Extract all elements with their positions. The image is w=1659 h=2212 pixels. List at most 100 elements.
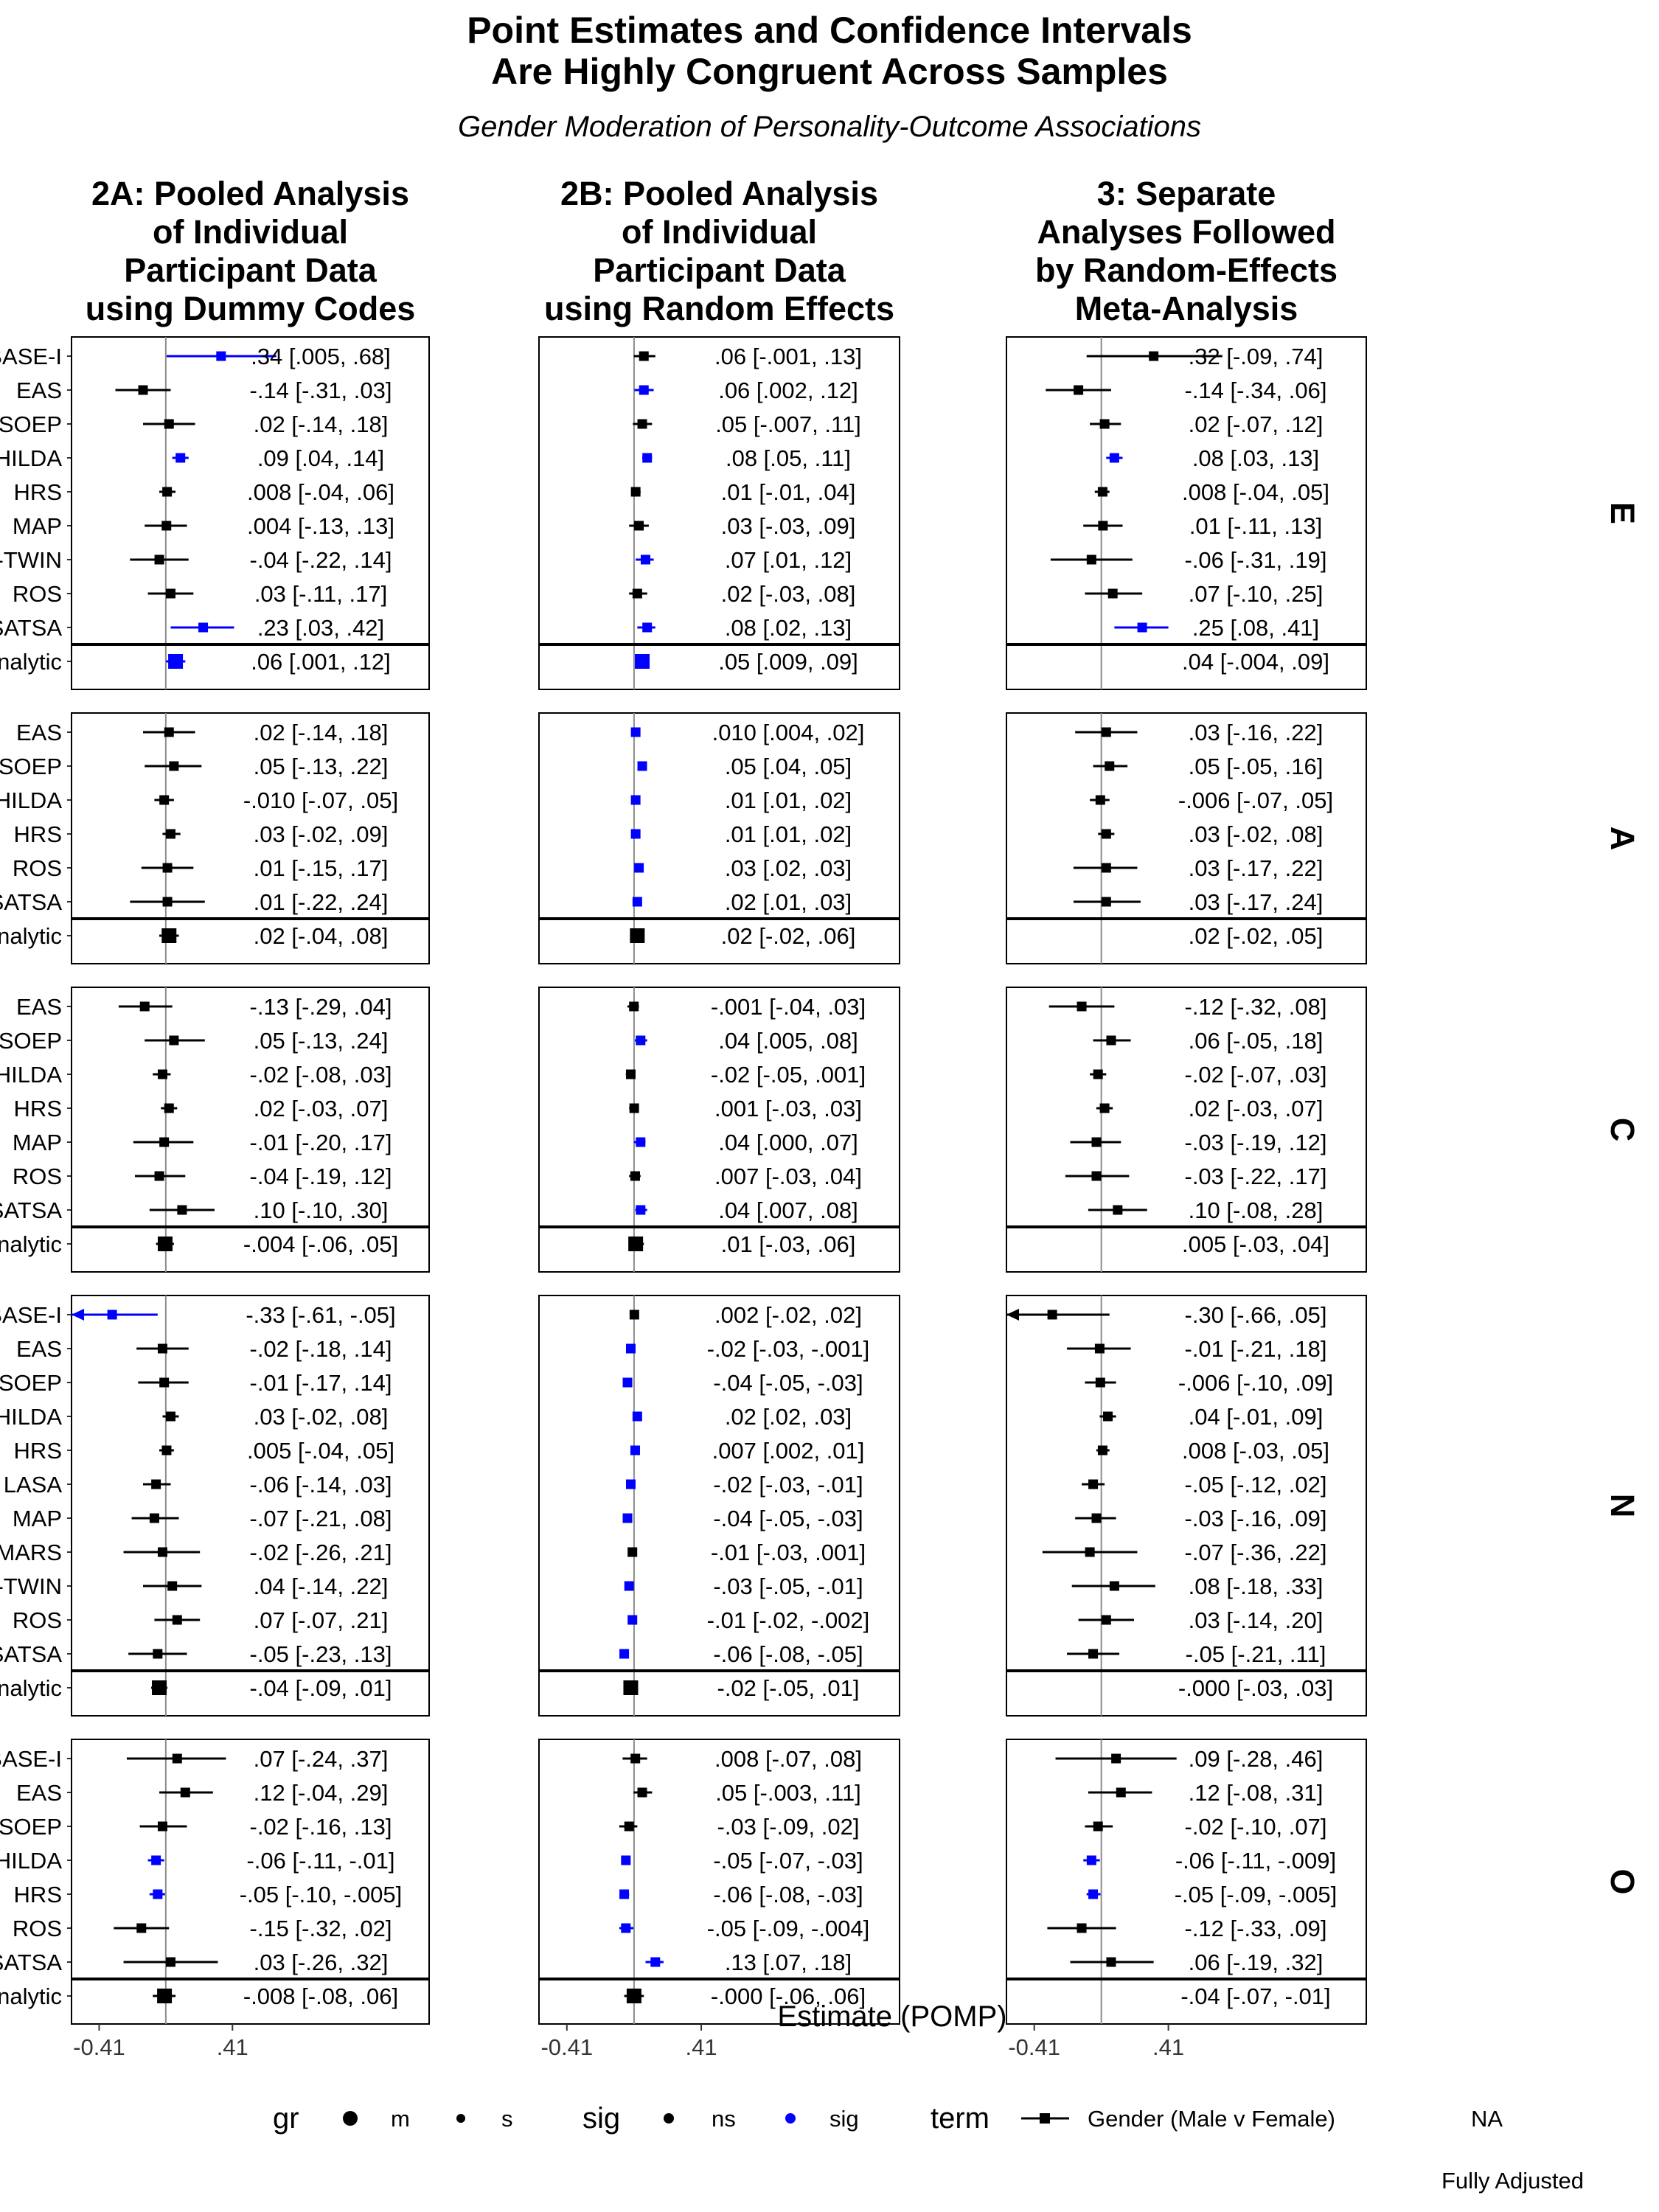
point-estimate: [636, 1137, 646, 1147]
point-estimate: [629, 1310, 639, 1320]
estimate-label: .02 [-.07, .12]: [1189, 411, 1324, 437]
panel-O-2B: .008 [-.07, .08] .05 [-.003, .11] -.03 [-.…: [538, 1739, 900, 2025]
estimate-label: -.04 [-.05, -.03]: [713, 1370, 863, 1396]
estimate-label: .007 [-.03, .04]: [714, 1164, 862, 1189]
panel-N-3: -.30 [-.66, .05] -.01 [-.21, .18] -.006 [-…: [1006, 1295, 1367, 1717]
panel-frame: [538, 987, 900, 1273]
column-title-3-line-4: Meta-Analysis: [1075, 290, 1298, 327]
panel-frame: [71, 712, 430, 964]
panel-O-3: .09 [-.28, .46] .12 [-.08, .31] -.02 [-.10…: [1006, 1739, 1367, 2025]
estimate-label: .03 [-.14, .20]: [1189, 1607, 1324, 1633]
estimate-label: .03 [.02, .03]: [725, 855, 852, 881]
point-estimate: [1113, 1205, 1123, 1215]
study-label: OCTO-TWIN: [0, 1573, 62, 1599]
estimate-label: .10 [-.08, .28]: [1189, 1197, 1324, 1223]
study-label: MAP: [13, 1130, 62, 1155]
estimate-label: -.12 [-.33, .09]: [1185, 1916, 1327, 1941]
study-label: HILDA: [0, 787, 62, 813]
point-estimate: [1077, 1923, 1087, 1933]
panel-frame: [1006, 987, 1367, 1273]
estimate-label: .002 [-.02, .02]: [714, 1302, 862, 1328]
panel-frame: [538, 1739, 900, 2025]
point-estimate: [157, 1237, 173, 1251]
estimate-label: -.02 [-.16, .13]: [250, 1814, 392, 1840]
estimate-label: -.04 [-.05, -.03]: [713, 1506, 863, 1531]
estimate-label: -.06 [-.08, -.05]: [713, 1641, 863, 1667]
estimate-label: .05 [.009, .09]: [718, 649, 858, 675]
estimate-label: .08 [-.18, .33]: [1189, 1573, 1324, 1599]
estimate-label: .03 [-.11, .17]: [254, 581, 387, 607]
estimate-label: .02 [-.03, .07]: [1189, 1096, 1324, 1121]
point-estimate: [625, 1343, 636, 1354]
point-estimate: [637, 419, 647, 429]
study-label: ROS: [13, 1164, 62, 1189]
point-estimate: [138, 385, 148, 395]
point-estimate: [175, 453, 186, 463]
x-axis-title: Estimate (POMP): [777, 2000, 1006, 2033]
estimate-label: .03 [-.02, .08]: [1189, 821, 1324, 847]
point-estimate: [162, 897, 173, 907]
estimate-label: .01 [-.22, .24]: [254, 889, 389, 915]
point-estimate: [157, 1547, 167, 1557]
panel-N-2B: .002 [-.02, .02] -.02 [-.03, -.001] -.04 […: [538, 1295, 900, 1717]
estimate-label: .25 [.08, .41]: [1192, 615, 1319, 641]
caption: Fully Adjusted: [1441, 2168, 1584, 2194]
estimate-label: -.03 [-.16, .09]: [1185, 1506, 1327, 1531]
point-estimate: [1099, 419, 1110, 429]
point-estimate: [165, 1957, 175, 1967]
study-label: EAS: [16, 994, 62, 1020]
point-estimate: [634, 863, 644, 873]
point-estimate: [198, 622, 209, 633]
estimate-label: .04 [.007, .08]: [718, 1197, 858, 1223]
point-estimate: [630, 928, 645, 943]
column-title-2A-line-1: 2A: Pooled Analysis: [91, 175, 409, 212]
estimate-label: .01 [-.01, .04]: [721, 479, 856, 505]
point-estimate: [630, 795, 641, 805]
estimate-label: .02 [-.02, .05]: [1189, 923, 1324, 949]
estimate-label: -.05 [-.21, .11]: [1186, 1641, 1326, 1667]
estimate-label: .02 [.02, .03]: [725, 1404, 852, 1430]
point-estimate: [630, 829, 641, 839]
point-estimate: [1047, 1310, 1057, 1320]
panel-frame: [1006, 336, 1367, 690]
point-estimate: [636, 1205, 646, 1215]
estimate-label: -.01 [-.20, .17]: [250, 1130, 392, 1155]
study-label: MAP: [13, 513, 62, 539]
point-estimate: [169, 1035, 179, 1046]
estimate-label: -.14 [-.34, .06]: [1185, 378, 1327, 403]
point-estimate: [1086, 1855, 1096, 1865]
ci-truncation-arrow: [1006, 1309, 1019, 1321]
estimate-label: -.004 [-.06, .05]: [243, 1231, 398, 1257]
study-label: HRS: [14, 1438, 62, 1464]
estimate-label: -.02 [-.07, .03]: [1185, 1062, 1327, 1088]
estimate-label: .008 [-.07, .08]: [714, 1746, 862, 1772]
column-title-3-line-2: Analyses Followed: [1037, 213, 1335, 251]
estimate-label: .05 [-.05, .16]: [1189, 754, 1324, 779]
point-estimate: [1149, 351, 1159, 361]
column-title-3-line-1: 3: Separate: [1097, 175, 1276, 212]
point-estimate: [625, 1069, 636, 1079]
ci-truncation-arrow: [72, 1309, 84, 1321]
point-estimate: [627, 1615, 638, 1625]
point-estimate: [153, 1649, 163, 1659]
point-estimate: [161, 1445, 172, 1455]
legend-key-term-square: [1040, 2113, 1050, 2124]
estimate-label: -.05 [-.23, .13]: [250, 1641, 392, 1667]
point-estimate: [149, 1513, 159, 1523]
estimate-label: -.05 [-.10, -.005]: [240, 1882, 403, 1907]
panel-A-2B: .010 [.004, .02] .05 [.04, .05] .01 [.01, …: [538, 712, 900, 964]
point-estimate: [161, 928, 177, 943]
study-label: GSOEP: [0, 1370, 62, 1396]
point-estimate: [1077, 1001, 1087, 1012]
point-estimate: [639, 351, 649, 361]
point-estimate: [159, 795, 170, 805]
estimate-label: .04 [-.14, .22]: [254, 1573, 389, 1599]
estimate-label: .007 [.002, .01]: [712, 1438, 865, 1464]
panel-frame: [71, 1295, 430, 1717]
estimate-label: -.03 [-.19, .12]: [1185, 1130, 1327, 1155]
estimate-label: -.001 [-.04, .03]: [711, 994, 866, 1020]
point-estimate: [172, 1615, 182, 1625]
estimate-label: .12 [-.08, .31]: [1189, 1780, 1324, 1806]
